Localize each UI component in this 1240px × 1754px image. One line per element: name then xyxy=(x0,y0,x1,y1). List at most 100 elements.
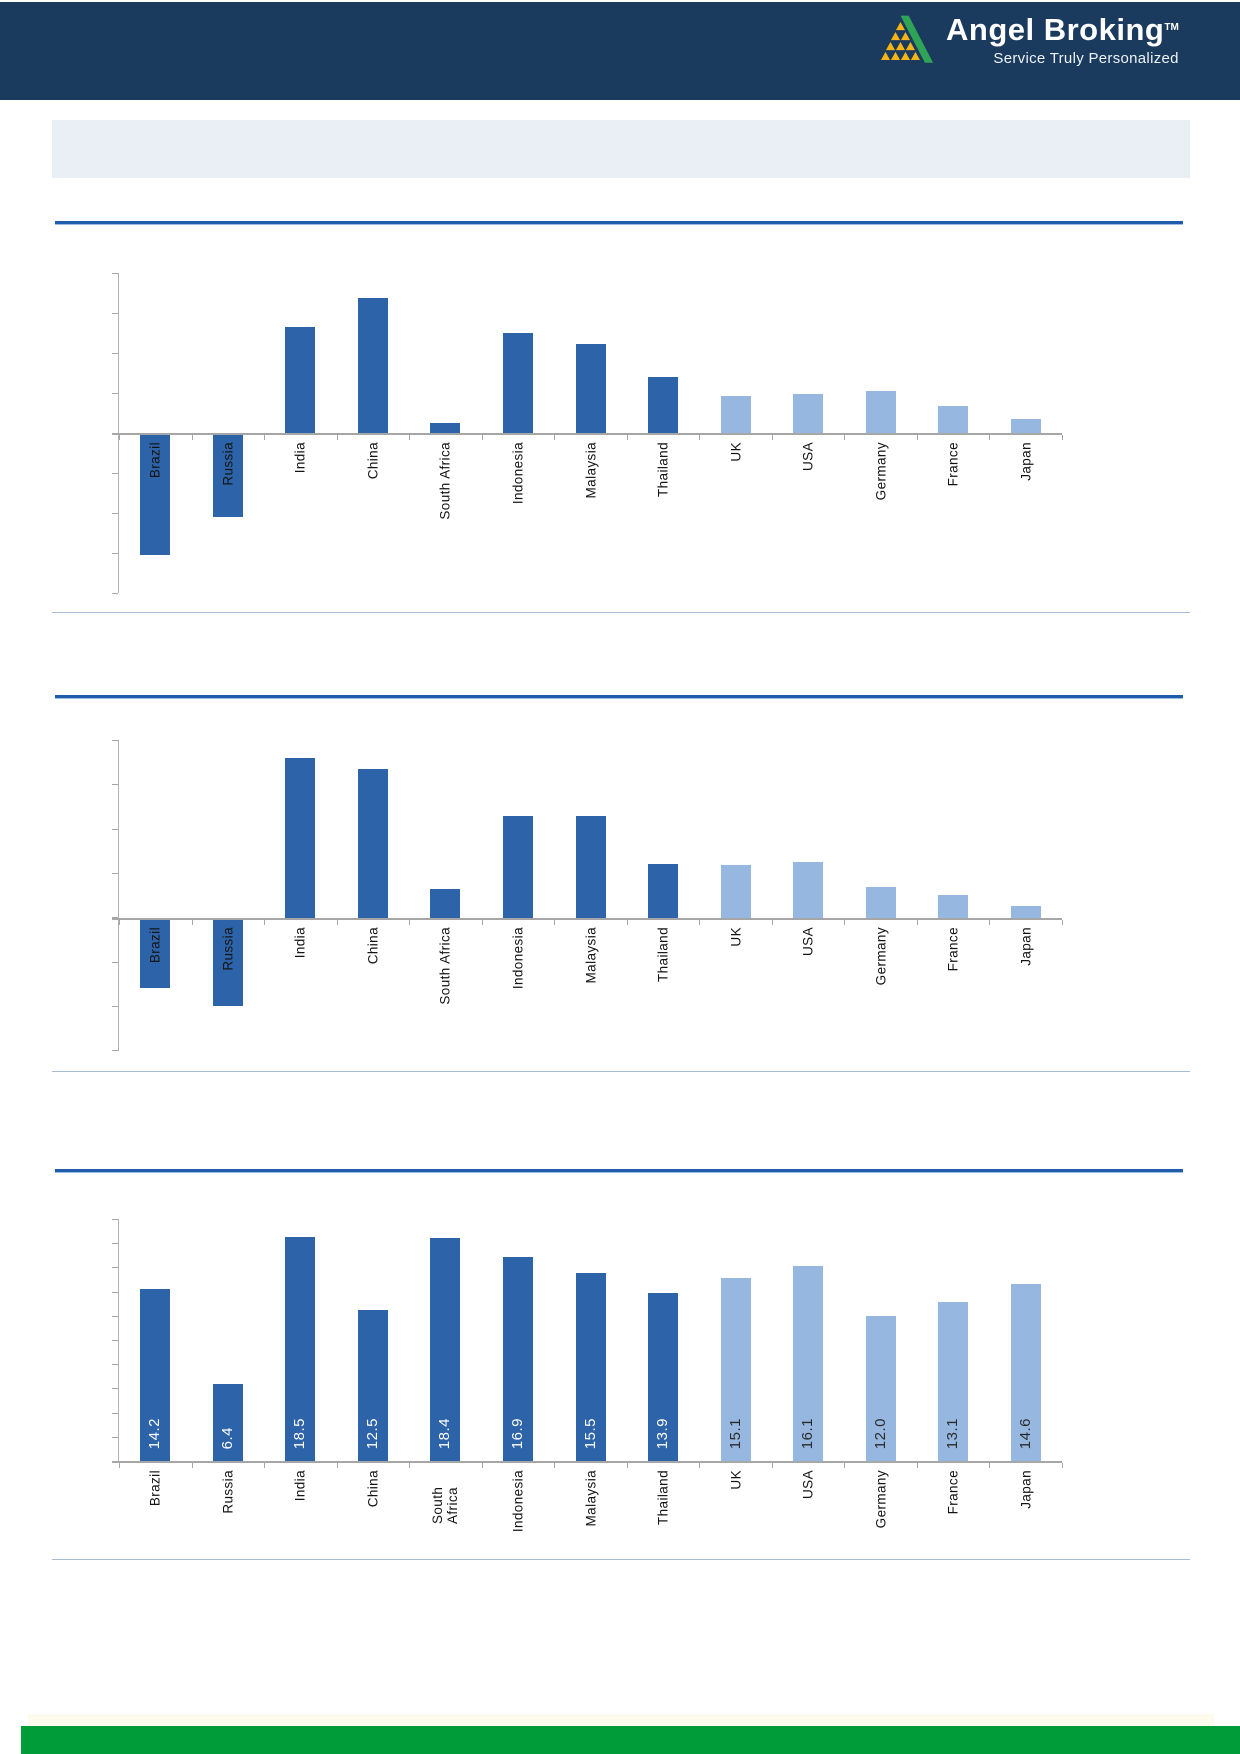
chart-3-y-axis-tick xyxy=(112,1437,118,1438)
x-label-text: Thailand xyxy=(655,927,671,982)
x-label-text: China xyxy=(365,927,381,965)
x-label-text: Indonesia xyxy=(510,1470,526,1533)
chart-1-y-axis-tick xyxy=(112,273,118,274)
chart-1-x-axis-tick xyxy=(772,435,773,440)
bar-value-germany: 12.0 xyxy=(872,1417,889,1449)
x-label-brazil: Brazil xyxy=(148,927,163,963)
bar-usa xyxy=(793,1266,823,1461)
bar-russia xyxy=(213,1384,243,1461)
x-label-thailand: Thailand xyxy=(656,927,671,982)
chart-1-y-axis-tick xyxy=(112,353,118,354)
x-label-text: Japan xyxy=(1018,1470,1034,1509)
bar-japan xyxy=(1011,419,1041,433)
bar-value-text: 15.5 xyxy=(582,1417,599,1449)
bar-india xyxy=(285,327,315,433)
x-label-text: Brazil xyxy=(147,927,163,964)
chart-1-y-axis-tick xyxy=(112,313,118,314)
x-label-malaysia: Malaysia xyxy=(584,927,599,983)
bar-value-text: 6.4 xyxy=(219,1426,236,1449)
x-label-malaysia: Malaysia xyxy=(584,1470,599,1526)
bar-thailand xyxy=(648,1293,678,1461)
chart-2-x-axis-tick xyxy=(192,920,193,925)
header-bar: Angel BrokingTM Service Truly Personaliz… xyxy=(0,2,1240,100)
bar-value-text: 12.0 xyxy=(872,1417,889,1449)
bar-france xyxy=(938,895,968,918)
chart-2-x-axis xyxy=(112,918,1062,920)
chart-2-y-axis-tick xyxy=(112,1006,118,1007)
chart-1-x-axis-tick xyxy=(337,435,338,440)
logo-text: Angel BrokingTM Service Truly Personaliz… xyxy=(946,13,1179,68)
chart-3-y-axis-tick xyxy=(112,1388,118,1389)
x-label-text: Russia xyxy=(220,442,236,486)
x-label-text: Japan xyxy=(1018,442,1034,481)
x-label-text: Malaysia xyxy=(583,1470,599,1527)
chart-3-x-axis-tick xyxy=(844,1463,845,1468)
chart-3-x-axis-tick xyxy=(264,1463,265,1468)
chart-3-x-axis-tick xyxy=(482,1463,483,1468)
x-label-text: Indonesia xyxy=(510,442,526,505)
chart-1-x-axis-tick xyxy=(699,435,700,440)
bar-thailand xyxy=(648,377,678,433)
separator-3 xyxy=(52,1559,1190,1560)
bar-value-russia: 6.4 xyxy=(219,1426,236,1449)
x-label-text: India xyxy=(292,1470,308,1502)
footer-accent-strip xyxy=(28,1714,1214,1726)
x-label-uk: UK xyxy=(729,442,744,462)
chart-3-y-axis-tick xyxy=(112,1413,118,1414)
x-label-south-africa: South Africa xyxy=(438,442,453,520)
bar-value-text: 18.4 xyxy=(436,1417,453,1449)
bar-uk xyxy=(721,396,751,433)
x-label-india: India xyxy=(293,1470,308,1501)
chart-3-x-axis-tick xyxy=(119,1463,120,1468)
chart-3-x-axis-tick xyxy=(699,1463,700,1468)
bar-value-text: 16.9 xyxy=(509,1417,526,1449)
x-label-text: Indonesia xyxy=(510,927,526,990)
bar-value-text: 18.5 xyxy=(291,1417,308,1449)
chart-3-y-axis-tick xyxy=(112,1340,118,1341)
chart-2-x-axis-tick xyxy=(264,920,265,925)
bar-malaysia xyxy=(576,816,606,918)
chart-2-x-axis-tick xyxy=(917,920,918,925)
bar-value-china: 12.5 xyxy=(364,1417,381,1449)
chart-2-title-rule xyxy=(55,695,1183,699)
bar-value-indonesia: 16.9 xyxy=(509,1417,526,1449)
chart-1-x-axis-tick xyxy=(844,435,845,440)
x-label-russia: Russia xyxy=(221,1470,236,1514)
x-label-text: UK xyxy=(728,927,744,947)
bar-japan xyxy=(1011,906,1041,918)
chart-2-x-axis-tick xyxy=(1062,920,1063,925)
chart-2-x-axis-tick xyxy=(482,920,483,925)
chart-1-x-axis-tick xyxy=(1062,435,1063,440)
chart-2-x-axis-tick xyxy=(119,920,120,925)
chart-2-x-axis-tick xyxy=(409,920,410,925)
chart-3-y-axis-tick xyxy=(112,1243,118,1244)
x-label-text: France xyxy=(945,927,961,972)
x-label-indonesia: Indonesia xyxy=(511,1470,526,1532)
bar-value-text: 13.1 xyxy=(944,1417,961,1449)
x-label-text: Brazil xyxy=(147,1470,163,1507)
x-label-thailand: Thailand xyxy=(656,1470,671,1525)
chart-1-x-axis xyxy=(112,433,1062,435)
x-label-germany: Germany xyxy=(874,442,889,500)
x-label-germany: Germany xyxy=(874,1470,889,1528)
bar-malaysia xyxy=(576,344,606,433)
chart-2-x-axis-tick xyxy=(699,920,700,925)
x-label-text: Russia xyxy=(220,927,236,971)
separator-1 xyxy=(52,612,1190,613)
x-label-japan: Japan xyxy=(1019,1470,1034,1509)
bar-uk xyxy=(721,1278,751,1461)
x-label-text: South Africa xyxy=(437,442,453,520)
bar-value-text: 12.5 xyxy=(364,1417,381,1449)
x-label-text: China xyxy=(365,1470,381,1508)
chart-1-x-axis-tick xyxy=(119,435,120,440)
x-label-south-africa: South Africa xyxy=(438,927,453,1005)
x-label-usa: USA xyxy=(801,442,816,471)
bar-value-japan: 14.6 xyxy=(1017,1418,1034,1449)
x-label-text: South Africa xyxy=(430,1486,460,1524)
chart-1-x-axis-tick xyxy=(627,435,628,440)
bar-usa xyxy=(793,862,823,918)
x-label-malaysia: Malaysia xyxy=(584,442,599,498)
chart-1-x-axis-tick xyxy=(989,435,990,440)
chart-3-x-axis-tick xyxy=(772,1463,773,1468)
chart-2-y-axis xyxy=(118,740,119,1051)
